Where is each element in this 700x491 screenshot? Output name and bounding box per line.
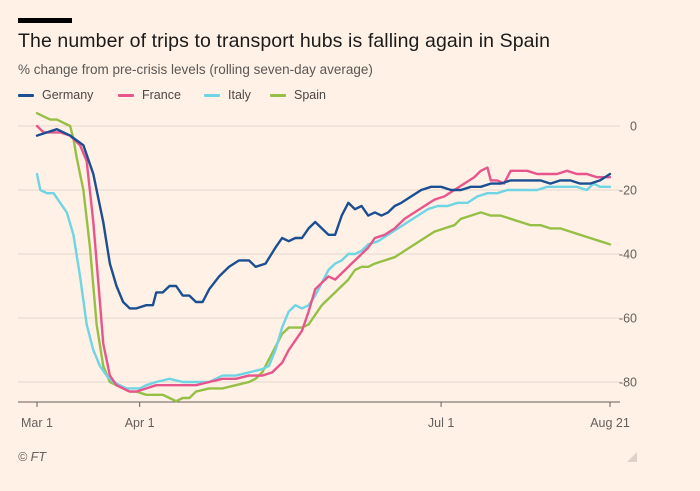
legend-item-spain: Spain	[270, 88, 326, 102]
y-tick-label: -20	[619, 184, 637, 198]
chart-subtitle: % change from pre-crisis levels (rolling…	[18, 62, 373, 77]
y-tick-label: -40	[619, 248, 637, 262]
legend-swatch-germany	[18, 93, 34, 97]
series-line-spain	[35, 112, 612, 403]
source-credit: © FT	[18, 450, 46, 464]
legend-label-spain: Spain	[294, 88, 326, 102]
corner-fold-icon	[627, 452, 637, 462]
header-rule	[18, 18, 72, 23]
chart-title: The number of trips to transport hubs is…	[18, 30, 551, 52]
legend-label-france: France	[142, 88, 181, 102]
legend-label-italy: Italy	[228, 88, 251, 102]
legend-swatch-france	[118, 93, 134, 97]
series-line-france	[35, 124, 612, 393]
y-tick-label: 0	[630, 120, 637, 134]
x-tick-label: Jul 1	[428, 416, 454, 430]
y-tick-label: -80	[619, 376, 637, 390]
x-tick-label: Mar 1	[21, 416, 53, 430]
x-tick-label: Aug 21	[590, 416, 630, 430]
legend-item-germany: Germany	[18, 88, 93, 102]
legend-swatch-spain	[270, 93, 286, 97]
x-tick-label: Apr 1	[125, 416, 155, 430]
legend-label-germany: Germany	[42, 88, 94, 102]
legend-item-italy: Italy	[204, 88, 251, 102]
series-line-germany	[35, 127, 612, 310]
legend-item-france: France	[118, 88, 181, 102]
y-tick-label: -60	[619, 312, 637, 326]
legend-swatch-italy	[204, 93, 220, 97]
